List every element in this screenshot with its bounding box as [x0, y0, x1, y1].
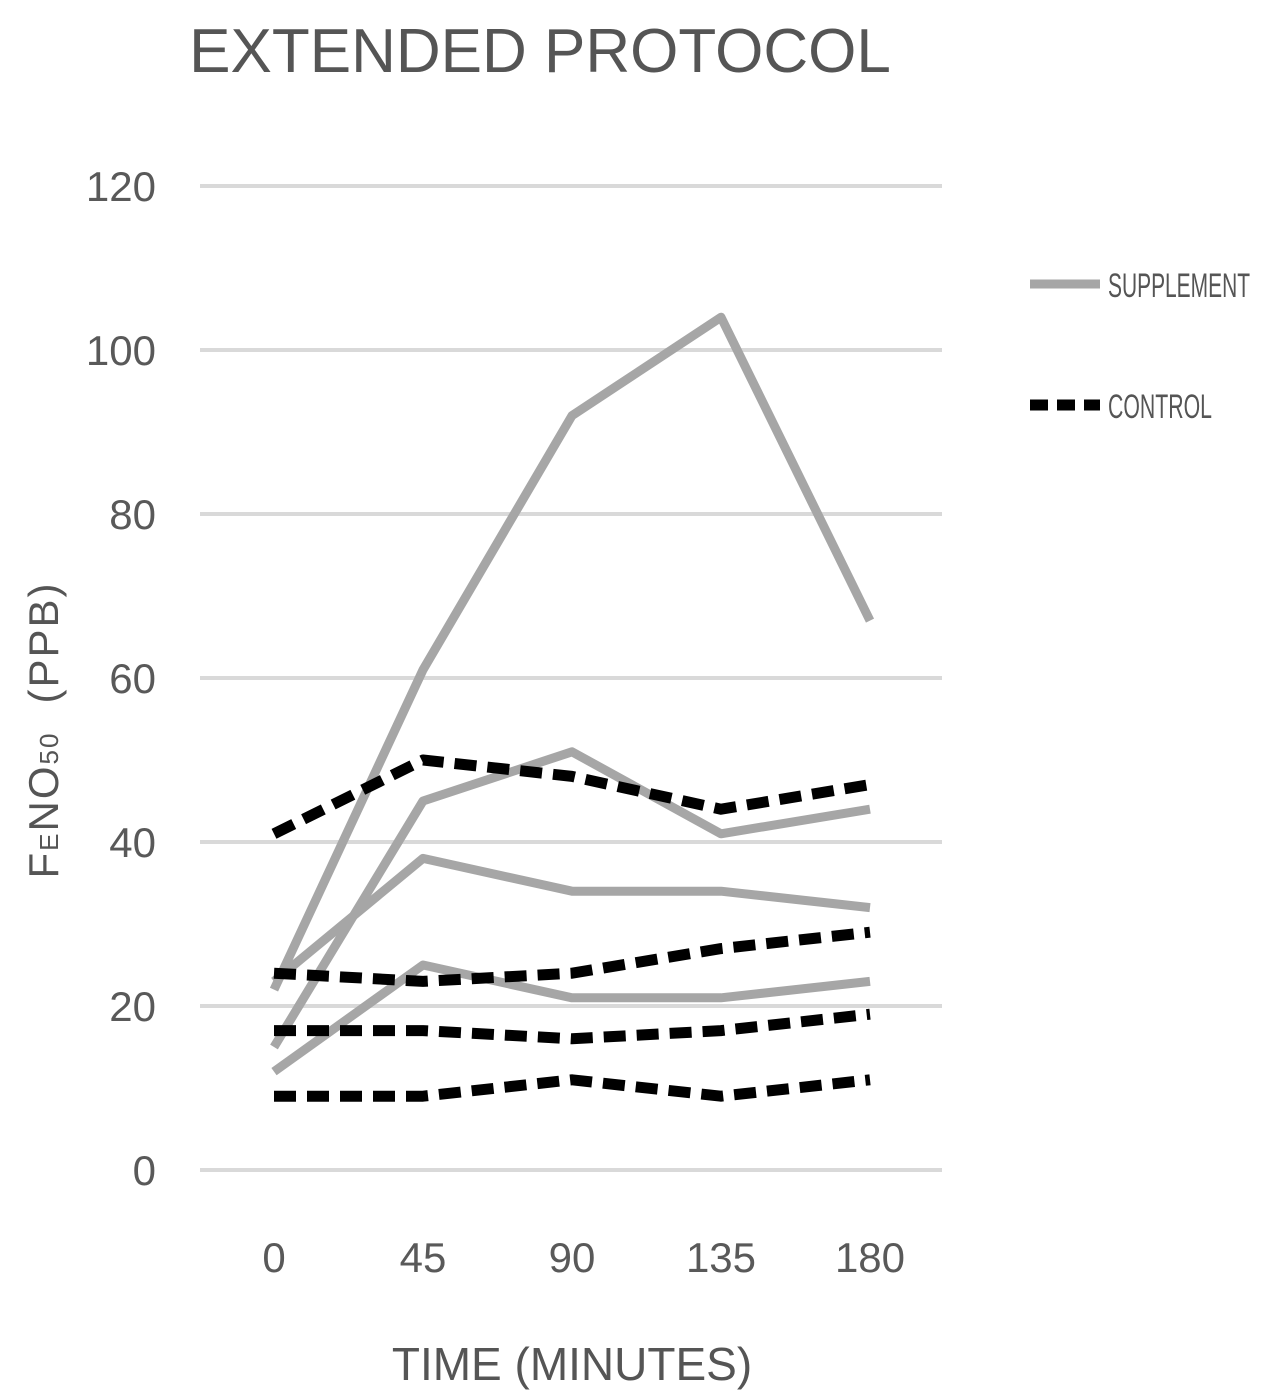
control-series-line-7	[274, 1008, 871, 1045]
x-axis-label: TIME (MINUTES)	[392, 1338, 752, 1390]
y-axis-label-unit: (PPB)	[20, 582, 67, 704]
y-axis-label-sub-50: 50	[34, 732, 64, 765]
legend-label-supplement: SUPPLEMENT	[1108, 267, 1250, 305]
x-axis-ticks: 0 45 90 135 180	[262, 1234, 905, 1281]
legend-label-control: CONTROL	[1108, 388, 1212, 426]
y-tick-label: 100	[86, 327, 156, 374]
x-tick-label: 135	[686, 1234, 756, 1281]
series-lines	[269, 312, 875, 1102]
y-tick-label: 120	[86, 163, 156, 210]
y-axis-label: FENO50 (PPB)	[20, 582, 67, 879]
x-tick-label: 45	[400, 1234, 447, 1281]
control-series-line-5	[271, 754, 871, 839]
chart-title: EXTENDED PROTOCOL	[189, 17, 891, 86]
control-series-line-6	[273, 926, 871, 987]
y-axis-label-f: F	[20, 851, 67, 879]
x-tick-label: 180	[835, 1234, 905, 1281]
supplement-series-line-3	[271, 853, 871, 985]
legend: SUPPLEMENT CONTROL	[1030, 267, 1250, 426]
y-tick-label: 0	[133, 1147, 156, 1194]
y-axis-label-no: NO	[20, 764, 67, 831]
y-axis-label-sub-e: E	[34, 831, 64, 850]
y-axis-ticks: 0 20 40 60 80 100 120	[86, 163, 156, 1194]
y-tick-label: 20	[109, 983, 156, 1030]
control-series-line-8	[274, 1074, 871, 1102]
x-tick-label: 90	[549, 1234, 596, 1281]
supplement-series-line-1	[269, 312, 875, 992]
legend-item-control: CONTROL	[1030, 388, 1212, 426]
gridlines	[200, 184, 942, 1172]
x-tick-label: 0	[262, 1234, 285, 1281]
supplement-series-line-4	[271, 960, 871, 1076]
y-tick-label: 40	[109, 819, 156, 866]
y-tick-label: 60	[109, 655, 156, 702]
supplement-series-line-2	[270, 747, 871, 1050]
y-tick-label: 80	[109, 491, 156, 538]
legend-item-supplement: SUPPLEMENT	[1030, 267, 1250, 305]
